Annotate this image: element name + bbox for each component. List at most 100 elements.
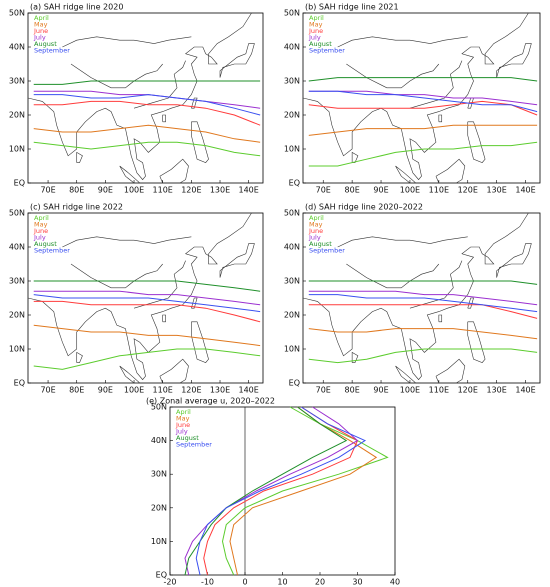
y-tick-label: EQ [14,179,25,188]
y-tick-label: EQ [289,179,300,188]
legend-entry: June [175,421,190,429]
ridge-line [308,294,538,313]
legend-entry: April [176,408,191,416]
x-tick-label: 130E [486,186,506,195]
x-tick-label: 40 [390,578,400,587]
ridge-line [308,141,538,167]
coastline [62,236,192,248]
x-tick-label: -10 [201,578,214,587]
legend-entry: September [309,47,345,55]
legend-entry: May [34,21,48,29]
ridge-line [308,90,538,113]
coastline [409,60,463,109]
ridge-line [33,280,261,292]
x-tick-label: 80E [345,186,360,195]
y-tick-label: 30N [151,470,167,479]
wind-profile [203,406,359,576]
y-tick-label: 50N [9,9,25,18]
coastline [191,97,198,109]
wind-profile [184,406,348,576]
coastline [337,36,468,48]
y-tick-label: 30N [9,77,25,86]
ridge-line [33,300,261,323]
x-tick-label: 100E [400,386,420,395]
ridge-line [308,290,538,306]
coastline [219,43,255,78]
coastline [435,358,466,384]
x-tick-label: 100E [124,186,144,195]
coastline [219,243,255,278]
wind-profile [184,406,359,576]
coastline [119,365,146,384]
coastline [159,358,189,384]
y-tick-label: 10N [284,345,300,354]
y-tick-label: 10N [9,145,25,154]
legend-entry: September [309,247,345,255]
coastline [133,260,186,309]
y-tick-label: EQ [156,571,167,580]
x-tick-label: 110E [153,186,173,195]
x-tick-label: 70E [40,386,55,395]
coastline [162,114,166,123]
legend-entry: September [34,47,70,55]
coastline [346,263,440,289]
y-tick-label: 10N [9,345,25,354]
legend-entry: April [34,14,49,22]
coastline [191,321,209,363]
y-tick-label: 50N [9,209,25,218]
coastline [62,36,192,48]
coastline [438,314,443,323]
coastline [70,263,163,289]
x-tick-label: 20 [315,578,325,587]
x-tick-label: 80E [345,386,360,395]
legend-entry: June [308,227,323,235]
coastline [191,297,198,309]
x-tick-label: 90E [373,186,388,195]
legend-entry: August [176,434,199,442]
x-tick-label: 10 [277,578,287,587]
x-tick-label: 130E [210,386,230,395]
coastline [395,365,422,384]
ridge-line [308,100,538,116]
x-tick-label: 80E [69,186,84,195]
ridge-line [33,324,261,347]
wind-profile [221,406,389,576]
legend-entry: September [176,441,212,449]
ridge-line [33,348,261,370]
x-tick-label: 0 [242,578,247,587]
x-tick-label: 130E [486,386,506,395]
panel-title: (c) SAH ridge line 2022 [30,203,123,212]
legend-entry: April [309,214,324,222]
ridge-line [33,124,261,143]
legend-entry: August [309,40,332,48]
legend-entry: May [309,221,323,229]
legend-entry: August [309,240,332,248]
y-tick-label: 50N [151,403,167,412]
x-tick-label: 70E [316,386,331,395]
coastline [467,121,486,163]
coastline [351,351,359,363]
x-tick-label: 100E [124,386,144,395]
wind-profile [195,406,367,576]
coastline [337,236,468,248]
x-tick-label: 140E [239,386,259,395]
y-tick-label: 20N [284,311,300,320]
panel-title: (d) SAH ridge line 2020–2022 [305,203,423,212]
y-tick-label: 10N [151,537,167,546]
coastline [409,260,463,309]
coastline [438,114,443,123]
legend-entry: June [308,27,323,35]
ridge-line [33,294,261,313]
y-tick-label: 50N [284,9,300,18]
coastline [435,158,466,184]
legend-entry: June [33,227,48,235]
x-tick-label: -20 [163,578,176,587]
x-tick-label: 120E [458,386,478,395]
panel-title: (e) Zonal average u, 2020–2022 [146,397,275,406]
coastline [395,165,422,184]
panel-title: (a) SAH ridge line 2020 [30,3,123,12]
x-tick-label: 110E [429,386,449,395]
x-tick-label: 30 [352,578,362,587]
plot-frame [27,12,264,184]
